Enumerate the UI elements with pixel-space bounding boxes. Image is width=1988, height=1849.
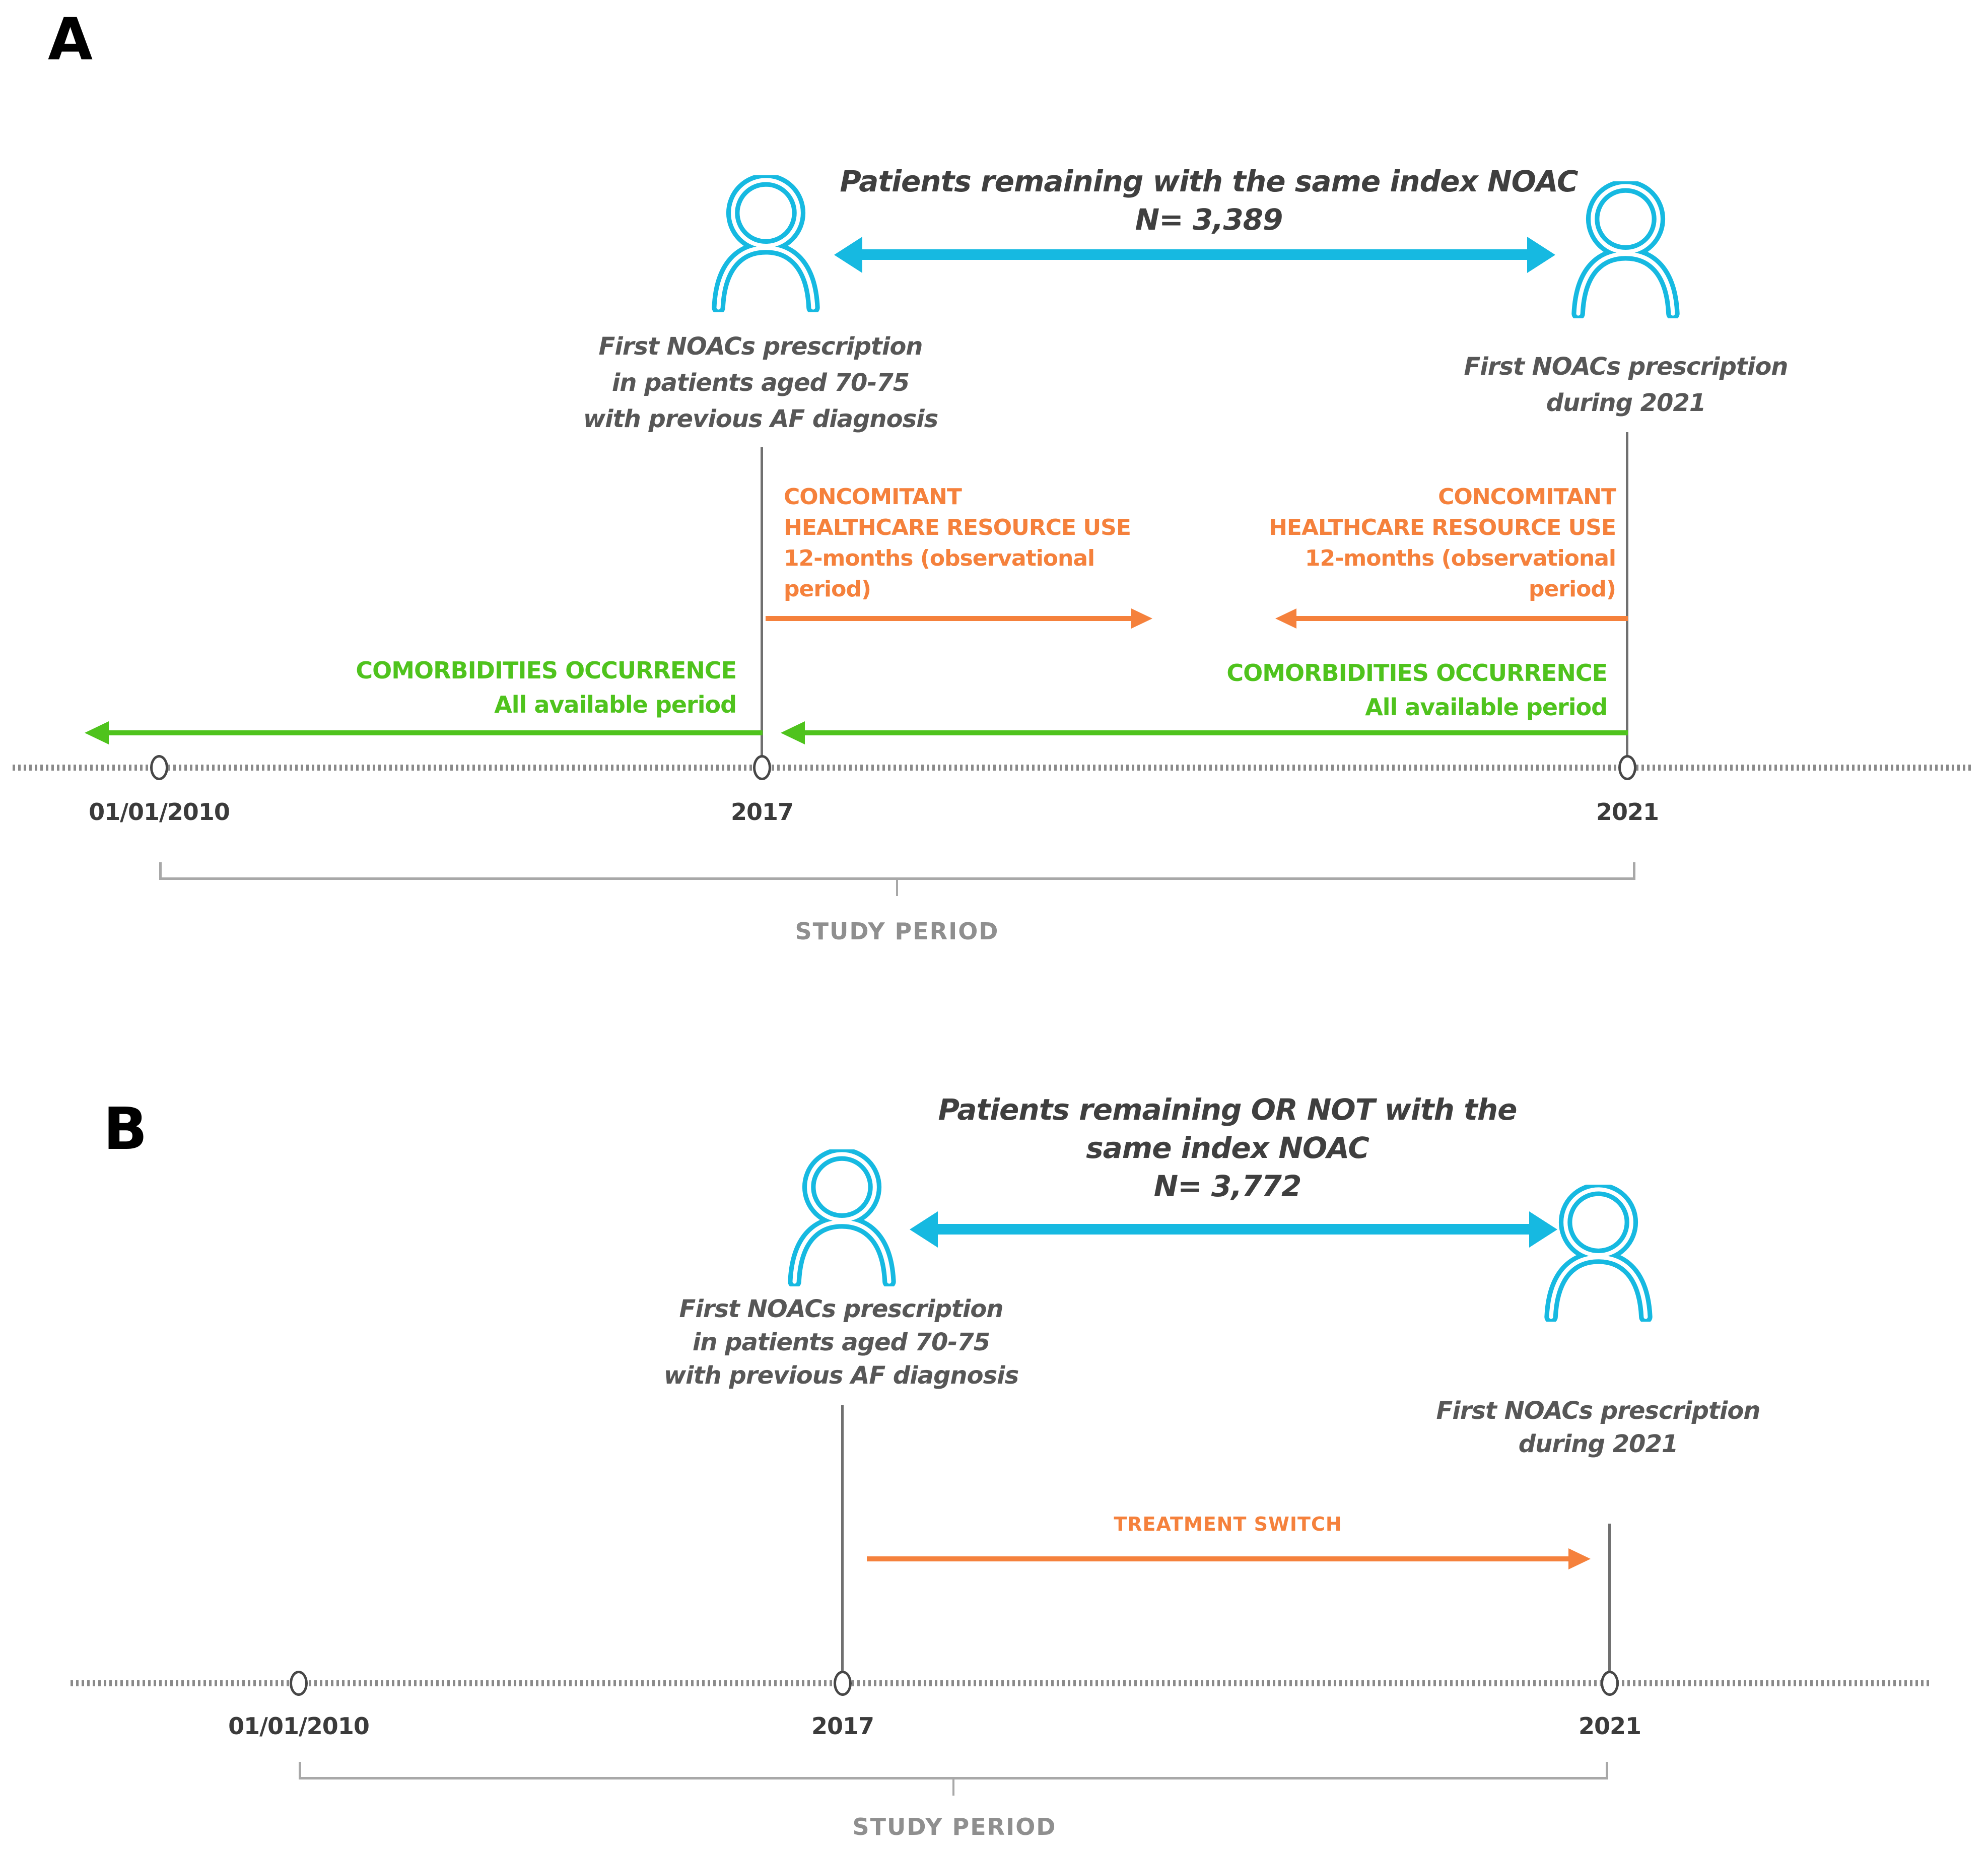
- timeline-dot-a-2021: [1618, 755, 1636, 780]
- hcru-line: 12-months (observational period): [1305, 545, 1616, 602]
- person-label-line: with previous AF diagnosis: [583, 405, 938, 433]
- comorbidities-label-a-left: COMORBIDITIES OCCURRENCE All available p…: [333, 653, 737, 722]
- person-icon-a-right: [1564, 181, 1687, 318]
- study-period-label-b: STUDY PERIOD: [852, 1813, 1057, 1840]
- date-label-b-2021: 2021: [1578, 1713, 1641, 1740]
- comorbidities-line: COMORBIDITIES OCCURRENCE: [1226, 659, 1608, 687]
- panel-b-letter: B: [103, 1095, 148, 1163]
- date-label-a-2017: 2017: [730, 798, 794, 826]
- hcru-line: HEALTHCARE RESOURCE USE: [784, 515, 1131, 540]
- person-label-a-right: First NOACs prescription during 2021: [1450, 349, 1802, 421]
- person-label-line: with previous AF diagnosis: [663, 1361, 1019, 1390]
- comorbidities-line: All available period: [1365, 694, 1608, 721]
- panel-a-letter: A: [48, 6, 93, 74]
- person-icon-b-left: [780, 1149, 904, 1286]
- person-label-line: First NOACs prescription: [1464, 353, 1789, 381]
- timeline-dot-b-start: [290, 1671, 308, 1696]
- date-label-a-start: 01/01/2010: [89, 798, 230, 826]
- panel-b-heading-line1: Patients remaining OR NOT with the: [938, 1092, 1518, 1127]
- person-label-b-left: First NOACs prescription in patients age…: [640, 1292, 1043, 1392]
- person-label-b-right: First NOACs prescription during 2021: [1422, 1394, 1774, 1461]
- date-label-b-2017: 2017: [811, 1713, 874, 1740]
- treatment-switch-label: TREATMENT SWITCH: [1114, 1513, 1342, 1535]
- panel-a-n-count: N= 3,389: [1135, 202, 1283, 237]
- timeline-dot-a-start: [150, 755, 168, 780]
- person-label-line: in patients aged 70-75: [611, 369, 910, 397]
- hcru-line: CONCOMITANT: [784, 484, 962, 510]
- date-label-a-2021: 2021: [1596, 798, 1659, 826]
- person-label-line: First NOACs prescription: [1436, 1397, 1761, 1425]
- person-label-line: First NOACs prescription: [679, 1295, 1004, 1323]
- index-line-2021-b: [1608, 1524, 1611, 1683]
- index-line-2021-a: [1626, 432, 1628, 768]
- timeline-dot-b-2017: [834, 1671, 852, 1696]
- hcru-label-a-right: CONCOMITANT HEALTHCARE RESOURCE USE 12-m…: [1223, 482, 1616, 604]
- comorbidities-line: All available period: [494, 691, 737, 718]
- index-line-2017-b: [841, 1405, 844, 1683]
- panel-b-n-count: N= 3,772: [1153, 1169, 1302, 1203]
- timeline-dot-b-2021: [1601, 1671, 1619, 1696]
- hcru-line: HEALTHCARE RESOURCE USE: [1269, 515, 1616, 540]
- person-icon-a-left: [704, 175, 828, 312]
- date-label-b-start: 01/01/2010: [228, 1713, 370, 1740]
- person-label-line: First NOACs prescription: [598, 332, 923, 361]
- study-period-label-a: STUDY PERIOD: [795, 918, 999, 945]
- person-icon-b-right: [1537, 1185, 1660, 1322]
- hcru-line: 12-months (observational period): [784, 545, 1095, 602]
- hcru-label-a-left: CONCOMITANT HEALTHCARE RESOURCE USE 12-m…: [784, 482, 1177, 604]
- comorbidities-label-a-right: COMORBIDITIES OCCURRENCE All available p…: [1204, 656, 1608, 724]
- timeline-b: [71, 1680, 1929, 1686]
- person-label-line: in patients aged 70-75: [692, 1328, 990, 1356]
- panel-a-heading: Patients remaining with the same index N…: [840, 164, 1578, 198]
- hcru-line: CONCOMITANT: [1438, 484, 1616, 510]
- index-line-2017-a: [761, 447, 763, 768]
- comorbidities-line: COMORBIDITIES OCCURRENCE: [356, 657, 737, 684]
- person-label-line: during 2021: [1546, 389, 1706, 417]
- person-label-a-left: First NOACs prescription in patients age…: [559, 328, 962, 437]
- timeline-dot-a-2017: [753, 755, 771, 780]
- panel-b-heading-line2: same index NOAC: [1086, 1131, 1369, 1165]
- person-label-line: during 2021: [1518, 1430, 1679, 1458]
- timeline-a: [13, 765, 1973, 771]
